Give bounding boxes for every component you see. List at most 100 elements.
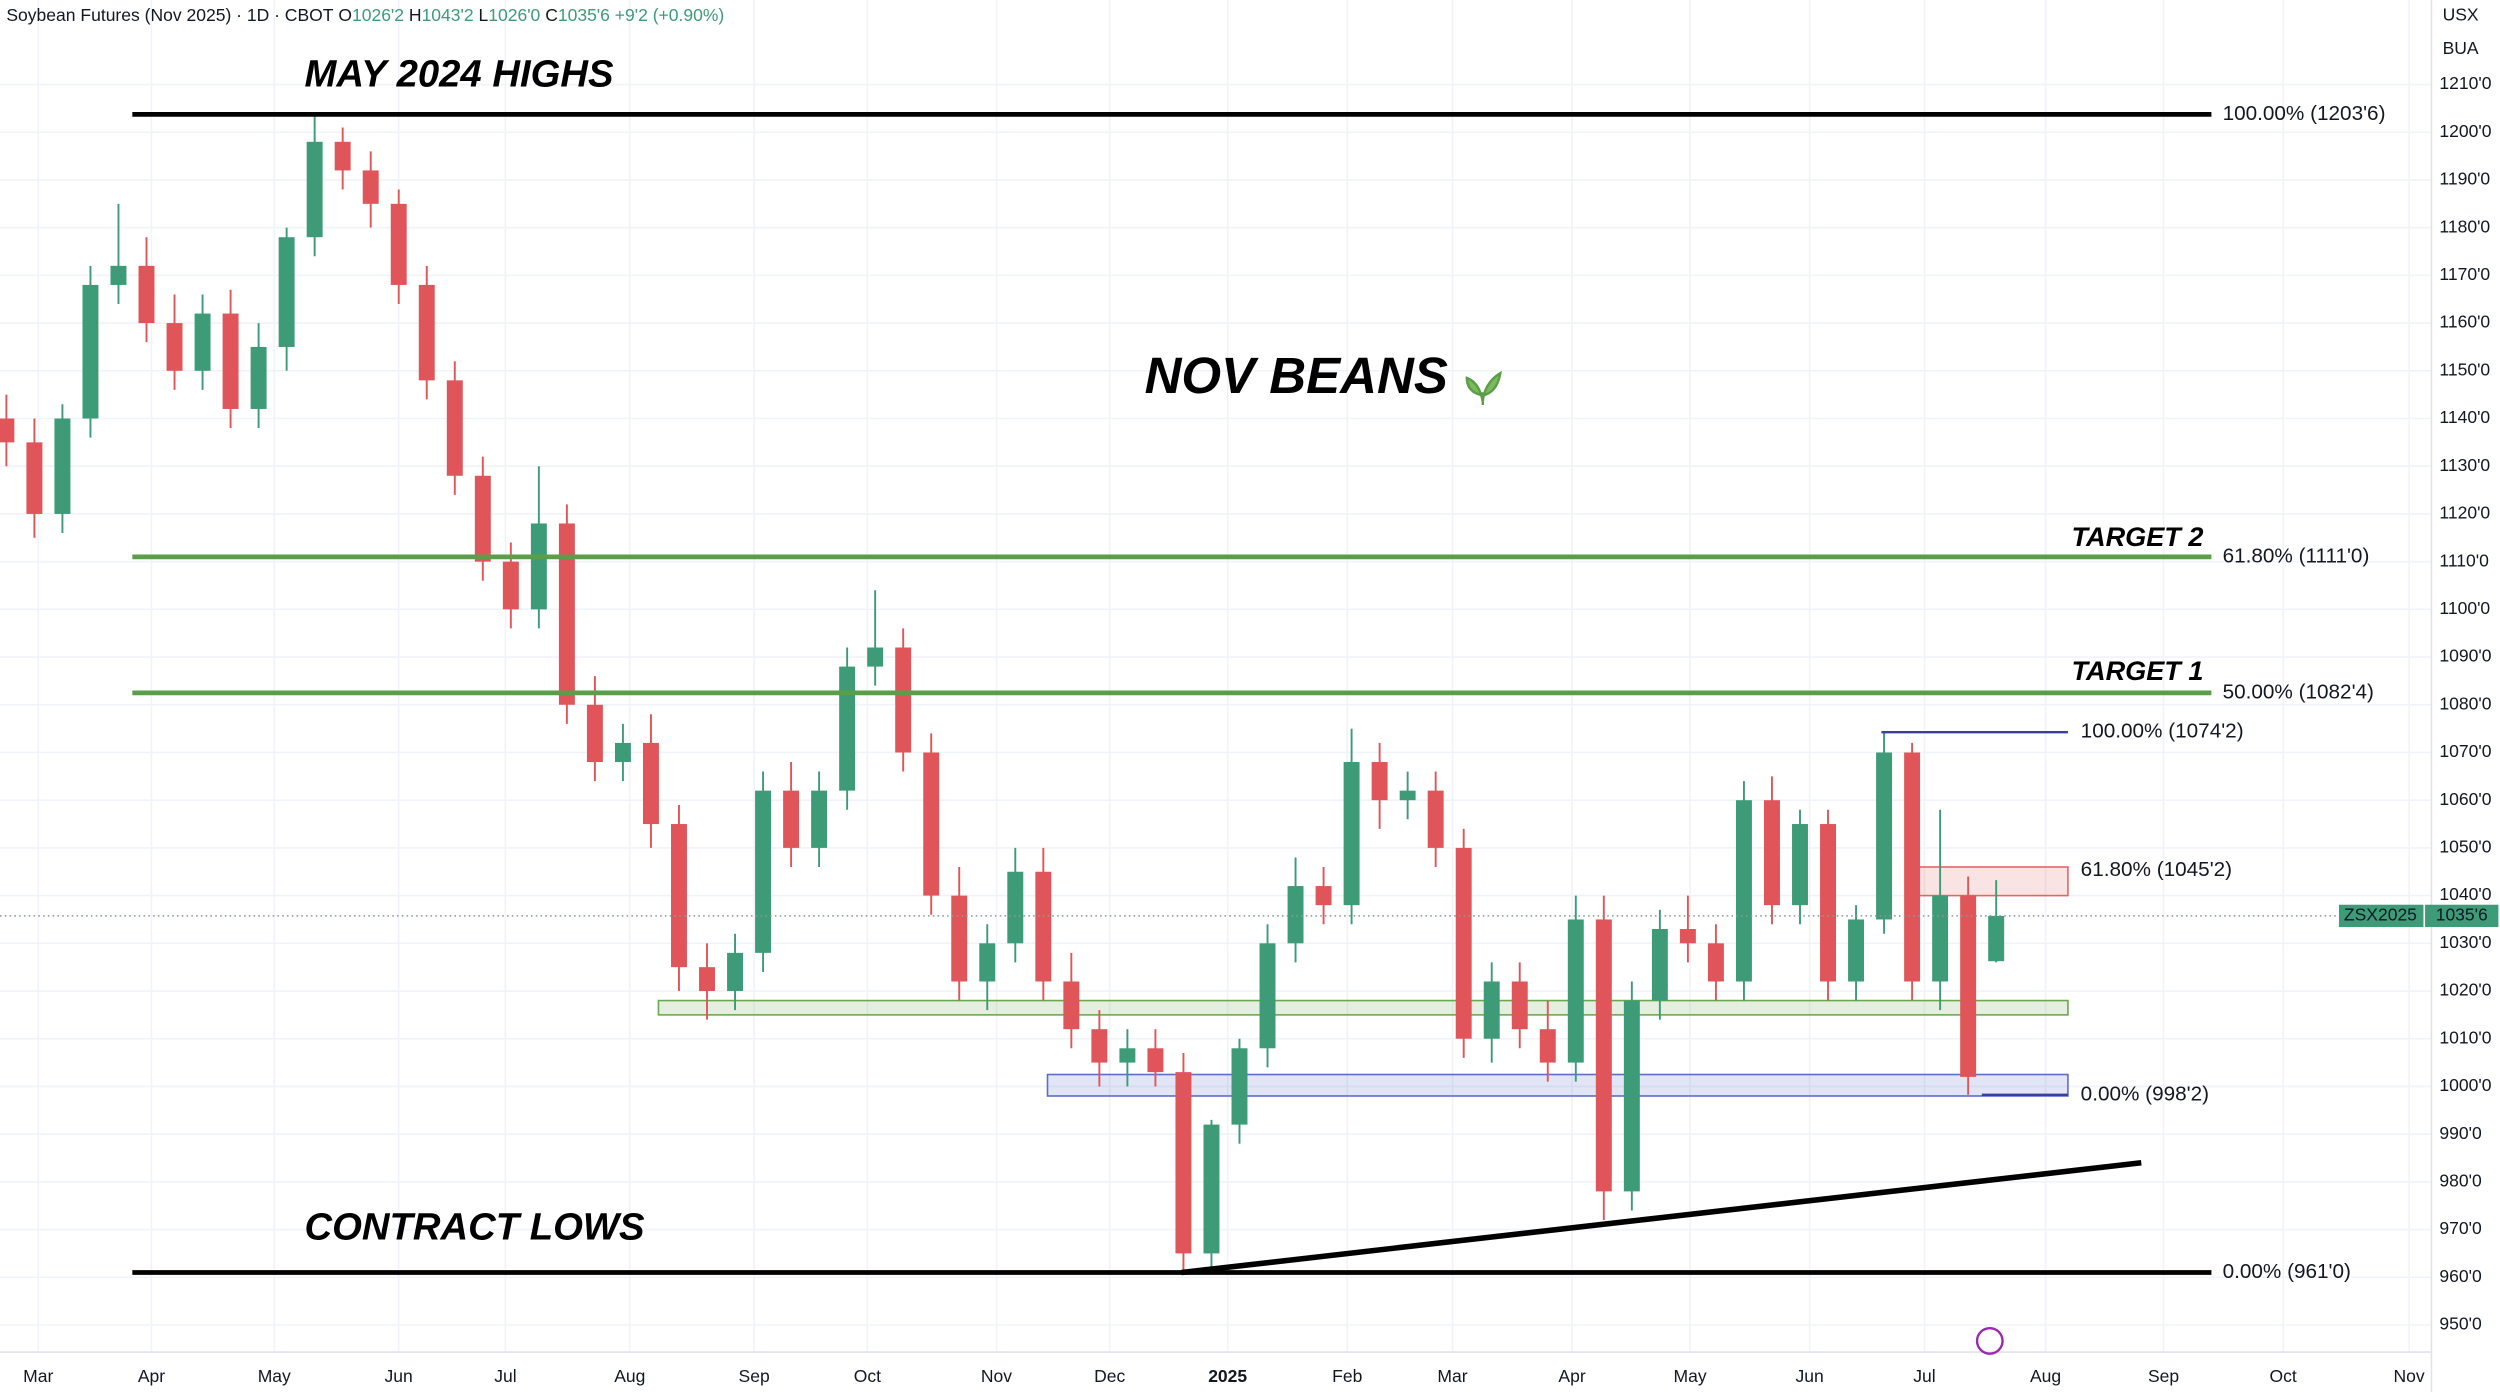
level-label: 100.00% (1074'2) [2081,720,2244,743]
y-tick-label: 1130'0 [2439,455,2490,475]
candle-body [1119,1048,1136,1063]
candle-body [1679,929,1696,944]
candle-body [54,418,71,514]
candle-body [1007,871,1024,944]
x-tick-label: Nov [981,1366,1012,1386]
candles [0,114,2005,1273]
x-tick-label: Nov [2394,1366,2425,1386]
candle-body [1735,800,1752,982]
candle-body [530,523,547,610]
level-label: 100.00% (1203'6) [2223,102,2386,125]
y-tick-label: 1080'0 [2439,693,2491,713]
y-tick-label: 1200'0 [2439,121,2491,141]
y-tick-label: 1020'0 [2439,980,2491,1000]
sprout-icon [1465,370,1502,406]
candle-body [250,346,267,409]
y-tick-label: 990'0 [2439,1123,2482,1143]
y-tick-label: 1040'0 [2439,884,2491,904]
candle-body [1399,790,1416,801]
candle-body [1035,871,1052,982]
x-tick-label: Sep [739,1366,770,1386]
level-label: 61.80% (1111'0) [2223,544,2370,567]
candle-body [558,523,575,705]
candle-body [867,647,884,667]
y-tick-label: 1180'0 [2439,216,2490,236]
candle-body [1147,1048,1164,1073]
candle-body [1091,1029,1108,1063]
candle-body [1904,752,1921,982]
y-tick-label: 1120'0 [2439,503,2490,523]
x-tick-label: Jul [494,1366,516,1386]
overlays: 100.00% (1203'6) 61.80% (1111'0) 50.00% (1… [0,102,2432,1283]
x-tick-label: Apr [138,1366,165,1386]
candle-body [1651,929,1668,1001]
header-key: O [338,5,352,25]
x-tick-label: Oct [854,1366,881,1386]
candle-body [278,237,295,347]
y-tick-label: 950'0 [2439,1314,2482,1334]
x-tick-label: Feb [1332,1366,1362,1386]
candle-body [895,647,912,753]
x-tick-label: 2025 [1208,1366,1247,1386]
candle-body [839,666,856,791]
candle-body [1988,915,2005,962]
candle-body [1259,943,1276,1049]
header-key: C [545,5,558,25]
x-tick-label: Apr [1558,1366,1585,1386]
candle-body [811,790,828,848]
candle-body [222,313,239,409]
price-label: 1035'6 [2436,905,2488,925]
candle-body [642,742,659,825]
y-tick-label: 1190'0 [2439,169,2490,189]
candle-body [446,380,463,476]
candle-body [1848,919,1865,982]
candle-body [166,323,183,371]
x-tick-label: Aug [2030,1366,2061,1386]
candle-body [1455,847,1472,1039]
candle-body [82,284,99,419]
x-tick-label: Jun [1796,1366,1824,1386]
candle-body [1203,1124,1220,1254]
header-key: L [479,5,489,25]
candle-body [755,790,772,953]
x-tick-label: May [258,1366,291,1386]
candle-body [671,824,687,968]
candle-body [1371,762,1388,801]
candle-body [1820,824,1836,982]
candle-body [951,895,968,982]
level-label: 0.00% (961'0) [2223,1260,2351,1283]
symbol-tag [2338,904,2424,928]
candle-body [390,203,407,285]
candle-body [502,561,519,610]
y-tick-label: 1160'0 [2439,312,2490,332]
symbol-label: ZSX2025 [2344,905,2417,925]
annotation: MAY 2024 HIGHS [305,53,614,96]
level-label: 61.80% (1045'2) [2081,858,2232,881]
candle-body [1511,981,1528,1030]
header-value: 1026'2 [352,5,404,25]
header-value: 1043'2 [422,5,474,25]
y-tick-label: 1090'0 [2439,646,2491,666]
zone [1046,1073,2069,1097]
candle-body [1231,1048,1248,1125]
event-icon[interactable] [1975,1326,2004,1355]
x-tick-label: Dec [1094,1366,1125,1386]
candle-body [1539,1029,1556,1063]
level-label: 50.00% (1082'4) [2223,680,2374,703]
y-tick-label: 1030'0 [2439,932,2491,952]
level-label: 0.00% (998'2) [2081,1082,2209,1105]
grid [0,0,2432,1353]
y-tick-label: 970'0 [2439,1218,2482,1238]
candle-body [418,284,435,381]
candle-body [727,952,744,992]
y-tick-label: 1050'0 [2439,837,2491,857]
x-tick-label: Jul [1913,1366,1935,1386]
candle-body [0,418,15,443]
candle-body [1707,943,1724,982]
price-tag [2425,904,2499,928]
candle-body [979,943,996,982]
y-tick-label: 1010'0 [2439,1027,2491,1047]
header-key: H [409,5,422,25]
x-tick-label: Oct [2270,1366,2297,1386]
